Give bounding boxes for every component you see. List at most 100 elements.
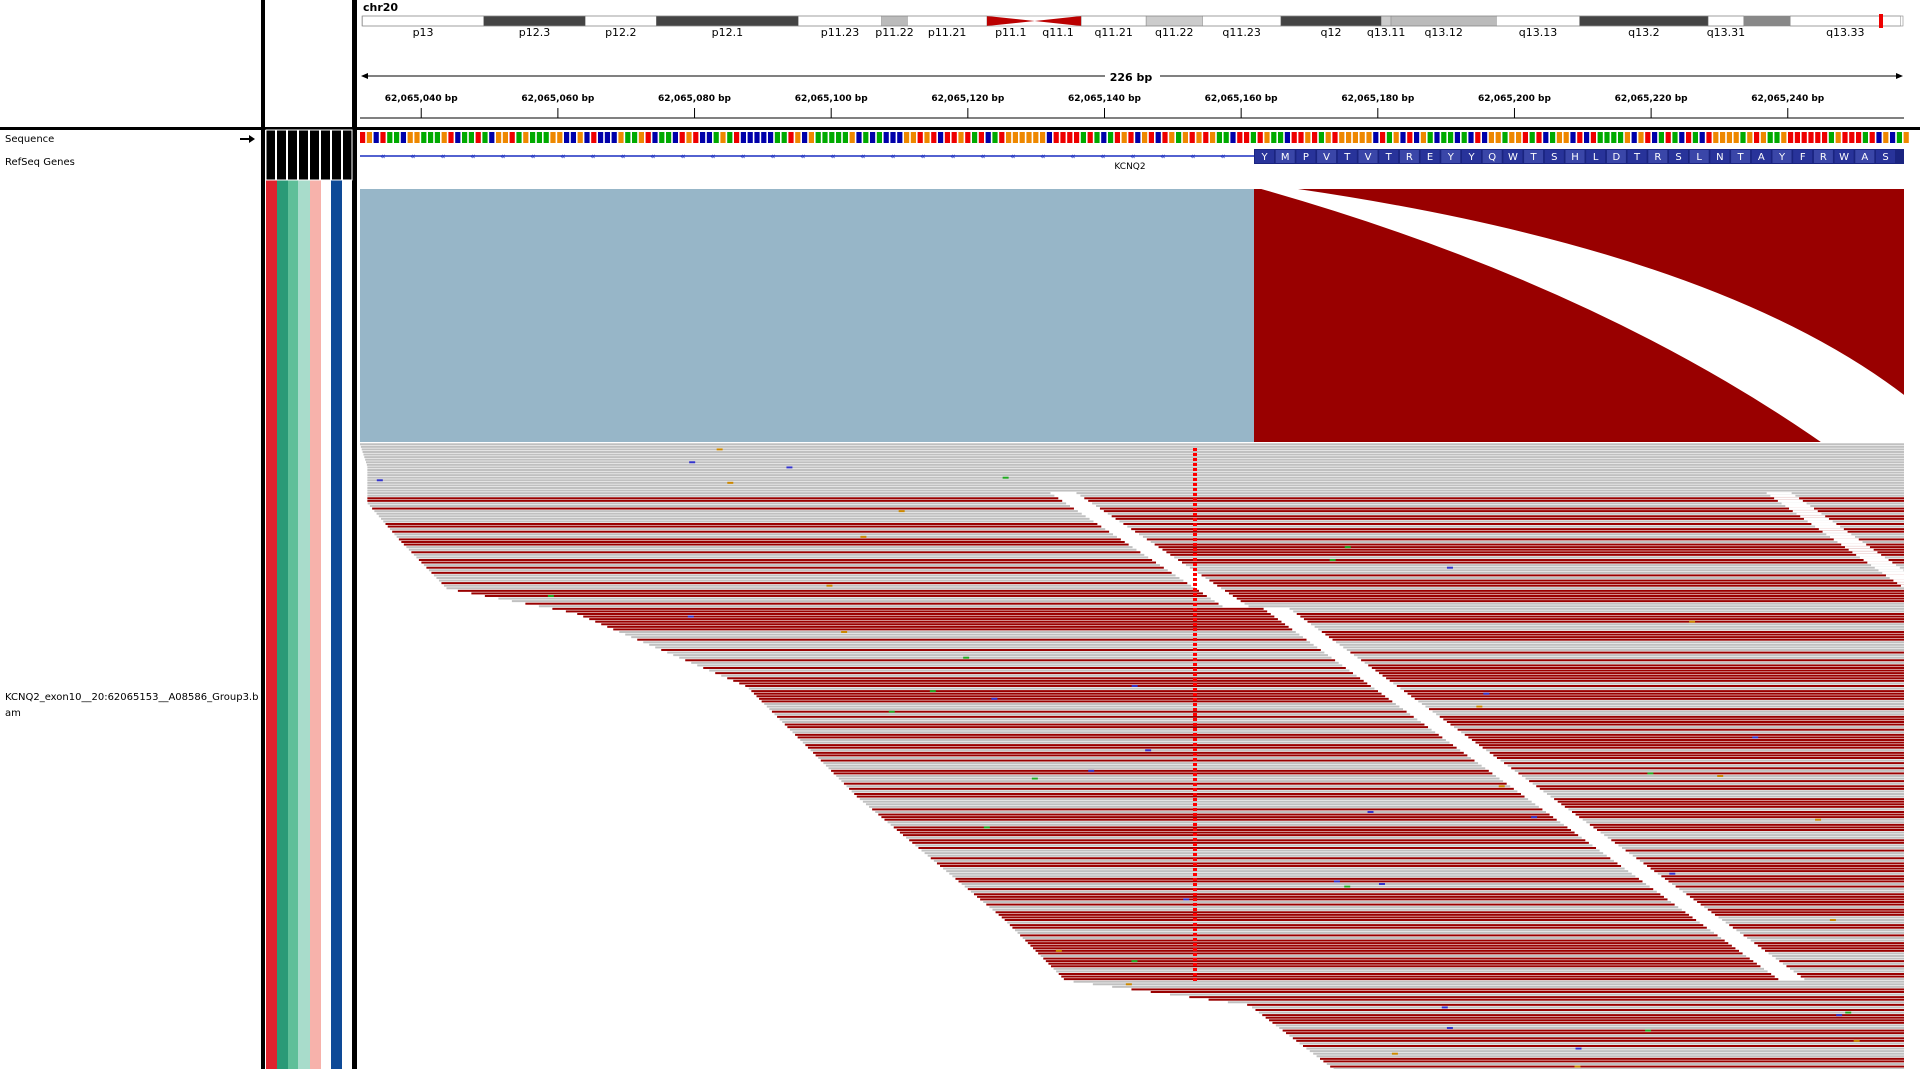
base	[917, 132, 923, 143]
variant-mark	[1193, 803, 1197, 806]
read	[411, 551, 1141, 554]
read	[1364, 661, 1904, 664]
read	[1582, 818, 1904, 821]
base	[428, 132, 434, 143]
mismatch	[1845, 1011, 1852, 1014]
variant-mark	[1193, 558, 1197, 561]
strand-mark: «	[1010, 152, 1016, 162]
read	[667, 651, 1325, 654]
read	[1228, 592, 1904, 595]
read	[1393, 682, 1904, 685]
variant-mark	[1193, 943, 1197, 946]
read	[1407, 692, 1904, 695]
read	[836, 774, 1496, 777]
read	[774, 713, 1411, 716]
read	[1032, 947, 1736, 950]
base	[489, 132, 495, 143]
base	[632, 132, 638, 143]
variant-mark	[1193, 458, 1197, 461]
read	[367, 484, 1905, 487]
base	[1726, 132, 1732, 143]
read-gap	[1897, 582, 1920, 585]
read	[589, 618, 1278, 621]
read	[1282, 1029, 1904, 1032]
variant-mark	[1193, 583, 1197, 586]
read	[1739, 931, 1904, 934]
read	[428, 569, 1168, 572]
read	[1009, 924, 1704, 927]
read	[1182, 561, 1904, 564]
amino-acid	[1731, 150, 1751, 163]
amino-acid	[1627, 150, 1647, 163]
base	[1264, 132, 1270, 143]
read	[367, 499, 1063, 502]
base	[1713, 132, 1719, 143]
variant-mark	[1193, 928, 1197, 931]
mismatch	[376, 479, 383, 482]
base	[1876, 132, 1882, 143]
amino-acid-label: V	[1365, 152, 1372, 163]
amino-acid-label: S	[1551, 152, 1557, 163]
read	[367, 494, 1055, 497]
read-gap	[1863, 558, 1889, 562]
read	[392, 530, 1110, 533]
read	[787, 726, 1429, 729]
read	[823, 762, 1479, 765]
amino-acid	[1813, 150, 1833, 163]
amino-acid	[1876, 150, 1895, 163]
variant-mark	[1193, 703, 1197, 706]
read-gap	[1904, 587, 1920, 590]
base	[1652, 132, 1658, 143]
base	[1692, 132, 1698, 143]
variant-mark	[1193, 758, 1197, 761]
amino-acid	[1710, 150, 1730, 163]
read-gap	[1867, 561, 1893, 564]
ruler-label: 62,065,040 bp	[385, 94, 459, 104]
read	[1058, 972, 1772, 975]
base	[1142, 132, 1148, 143]
base	[591, 132, 597, 143]
read	[1014, 929, 1711, 932]
read-gap	[1882, 571, 1908, 575]
read	[1464, 733, 1904, 736]
read	[364, 456, 1904, 459]
amino-acid-label: R	[1820, 152, 1827, 163]
read	[538, 605, 1223, 608]
mismatch	[983, 826, 990, 829]
read-gap	[1859, 556, 1885, 559]
base	[1815, 132, 1821, 143]
read	[753, 692, 1382, 695]
read	[887, 821, 1561, 824]
attribute-cell	[298, 180, 310, 1069]
read	[878, 813, 1550, 816]
amino-acid	[1441, 150, 1461, 163]
read	[846, 785, 1511, 788]
variant-mark	[1193, 673, 1197, 676]
base	[1890, 132, 1896, 143]
base	[1767, 132, 1773, 143]
read	[1007, 921, 1700, 924]
cytoband	[907, 15, 988, 27]
read	[1088, 499, 1904, 502]
strand-mark: «	[380, 152, 386, 162]
read	[1668, 880, 1904, 883]
read	[438, 579, 1184, 582]
read	[398, 538, 1121, 541]
base	[407, 132, 413, 143]
read	[1786, 965, 1904, 968]
variant-mark	[1193, 708, 1197, 711]
read	[1236, 597, 1904, 600]
strand-arrow[interactable]	[240, 135, 255, 143]
variant-mark	[1193, 478, 1197, 481]
amino-acid-label: R	[1406, 152, 1413, 163]
read	[1421, 702, 1904, 705]
cytoband-label: p11.23	[821, 26, 859, 39]
base	[754, 132, 760, 143]
read	[1618, 844, 1904, 847]
variant-mark	[1193, 773, 1197, 776]
read	[983, 900, 1672, 903]
read	[362, 450, 1904, 453]
mismatch	[963, 656, 970, 659]
variant-mark	[1193, 838, 1197, 841]
variant-mark	[1193, 548, 1197, 551]
